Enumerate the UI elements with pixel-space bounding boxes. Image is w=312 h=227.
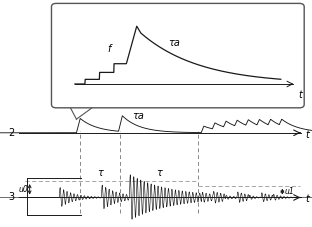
Text: u1: u1 (284, 187, 294, 196)
Text: τa: τa (168, 38, 180, 48)
Text: t: t (298, 90, 302, 100)
Text: u0: u0 (18, 185, 28, 194)
Text: 2: 2 (8, 128, 14, 138)
Text: 3: 3 (8, 192, 14, 202)
FancyBboxPatch shape (51, 3, 304, 108)
Text: t: t (305, 195, 309, 205)
Text: t: t (305, 130, 309, 140)
Text: f: f (108, 44, 111, 54)
Text: τ: τ (97, 168, 103, 178)
Text: τa: τa (133, 111, 144, 121)
Text: τ: τ (156, 168, 162, 178)
